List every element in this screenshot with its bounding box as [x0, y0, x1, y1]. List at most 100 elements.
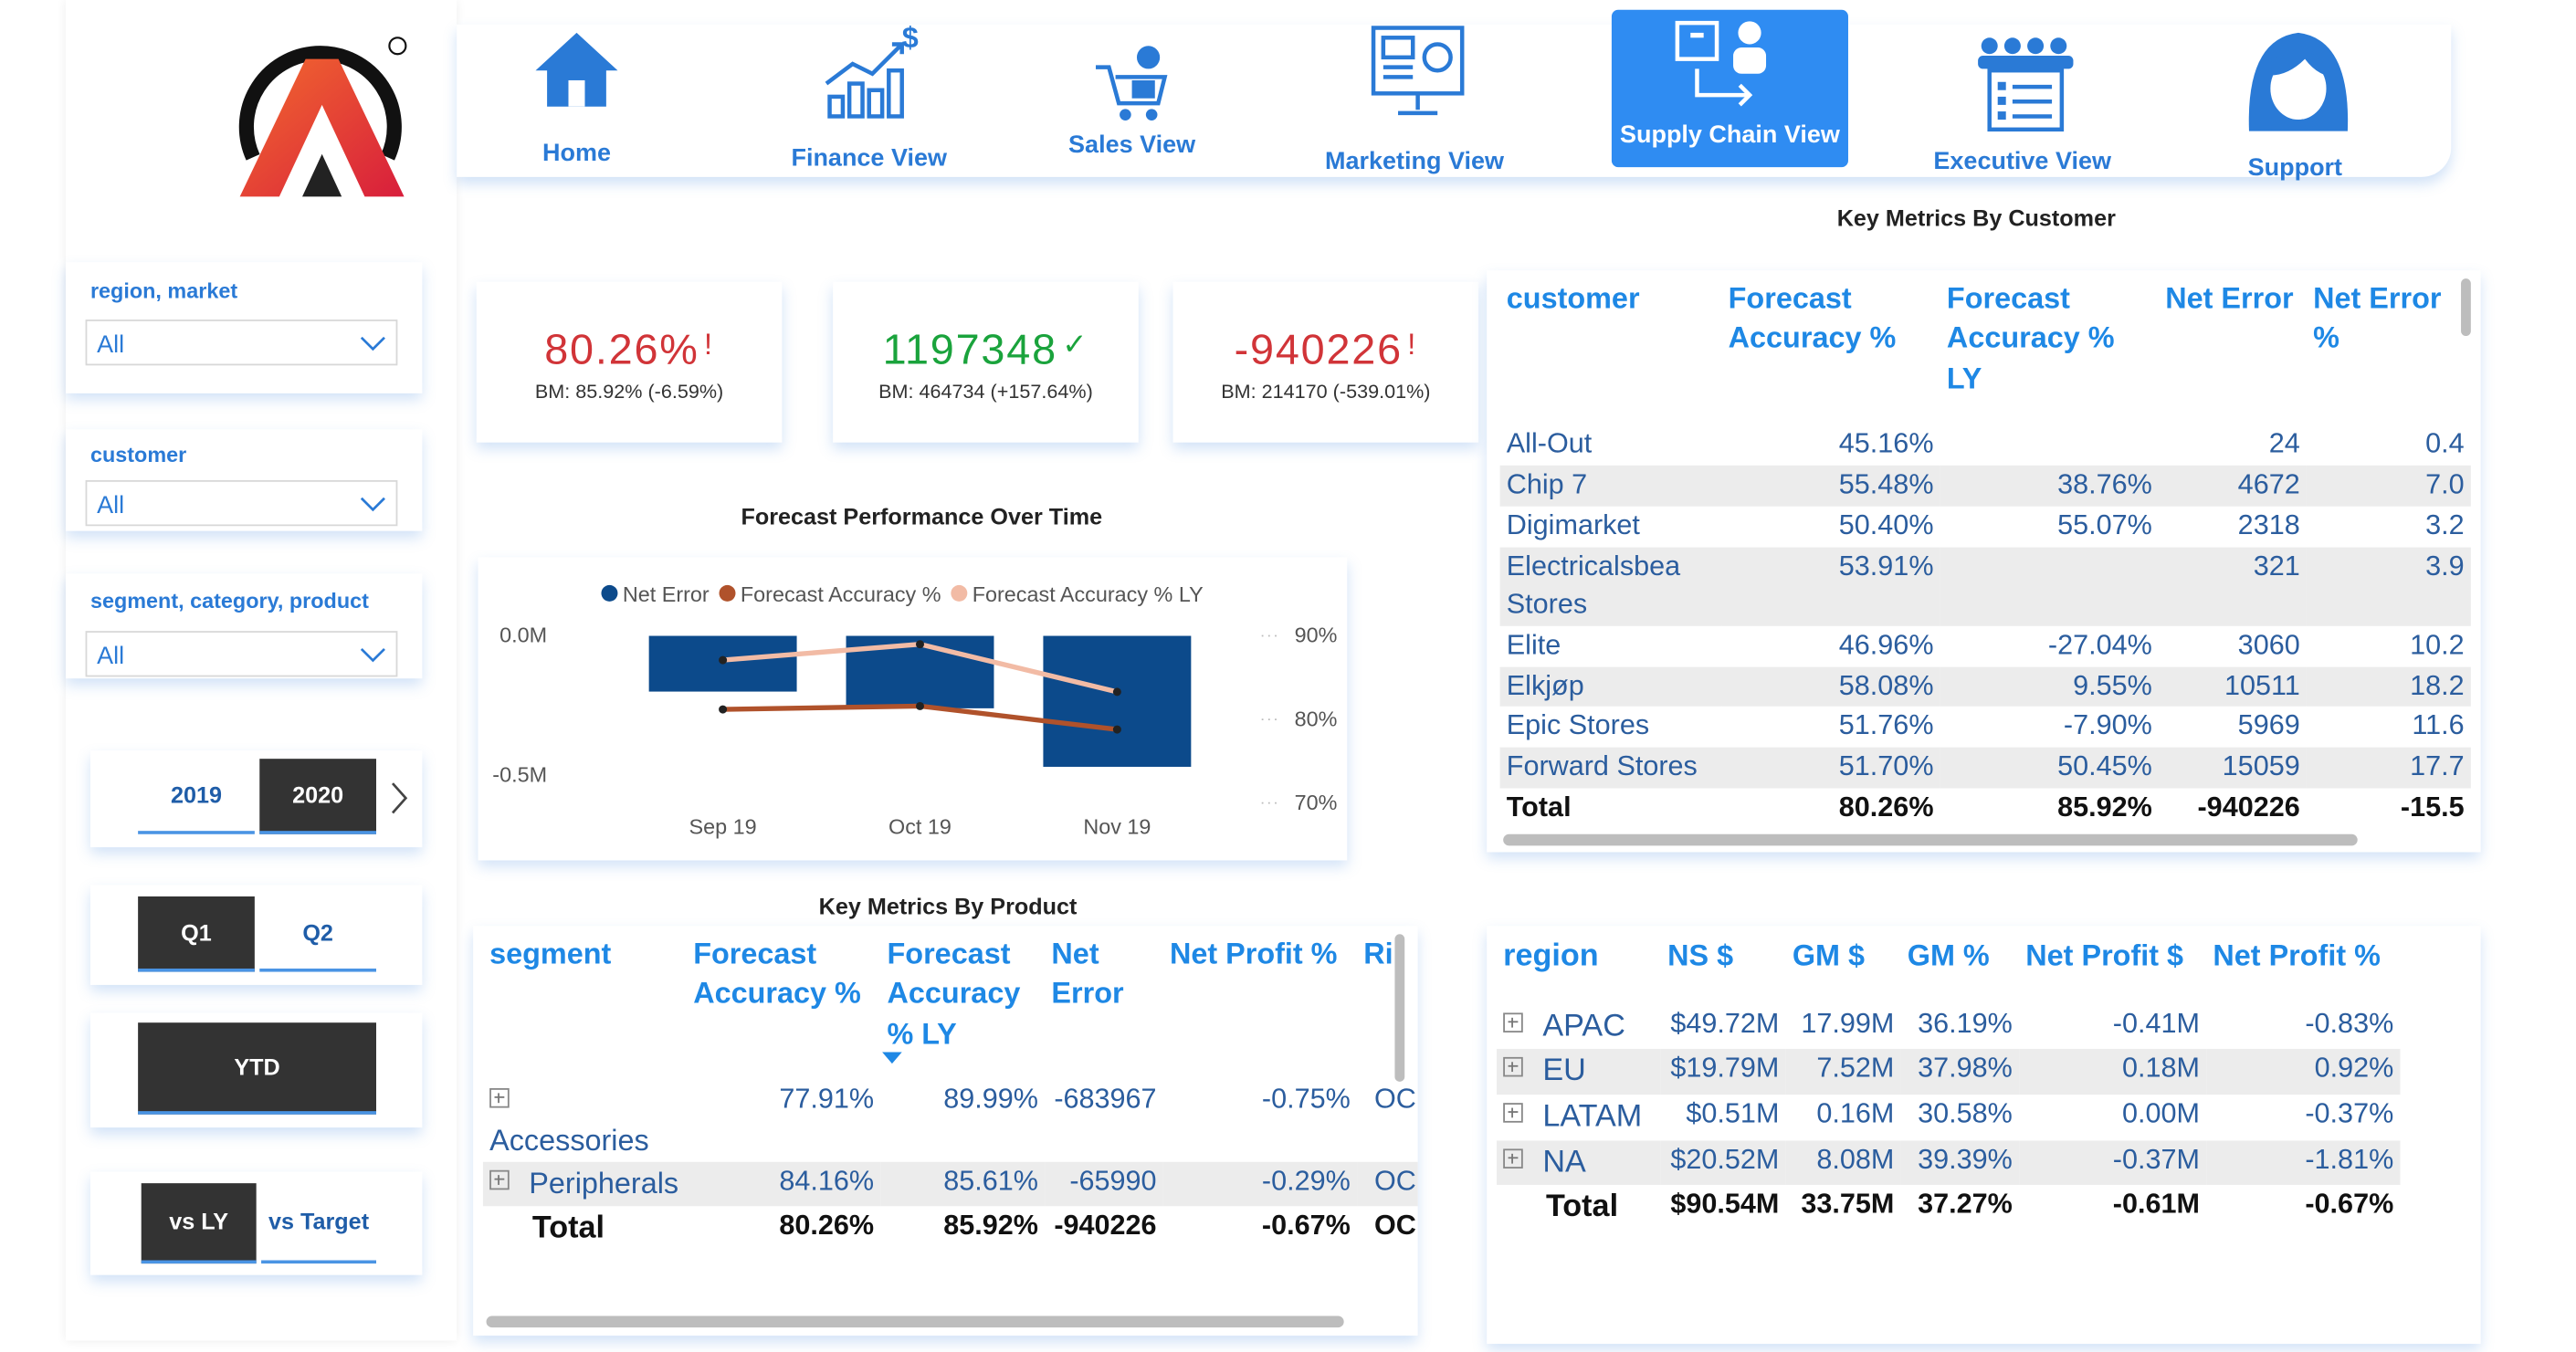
- cell-text: 53.91%: [1838, 550, 1934, 582]
- cell-text: 0.18M: [2121, 1053, 2200, 1085]
- kpi-number: -940226: [1234, 324, 1403, 374]
- column-header: customer: [1506, 281, 1640, 315]
- table-cell: 0.00M: [2019, 1095, 2206, 1140]
- slicer-button[interactable]: YTD: [138, 1022, 376, 1115]
- cell-text: 39.39%: [1918, 1143, 2013, 1175]
- column-header: NS $: [1667, 938, 1734, 972]
- column-header: Ri: [1363, 937, 1393, 970]
- nav-item[interactable]: Support: [2180, 25, 2410, 182]
- chevron: [360, 647, 385, 663]
- support-icon: [2248, 32, 2349, 131]
- dropdown[interactable]: All: [85, 320, 398, 366]
- nav-item[interactable]: Executive View: [1908, 25, 2138, 181]
- expand-icon[interactable]: [489, 1087, 510, 1108]
- table-row: Elite 46.96% -27.04% 3060 10.2: [1500, 625, 2471, 666]
- nav-item[interactable]: Marketing View: [1299, 25, 1530, 181]
- cell-text: LATAM: [1542, 1099, 1643, 1135]
- table-cell: 15059: [2159, 748, 2307, 790]
- dropdown[interactable]: All: [85, 631, 398, 677]
- column-header: Net Error: [1051, 937, 1124, 1011]
- table-cell: -0.67%: [1163, 1206, 1357, 1252]
- table-cell: All-Out: [1500, 424, 1722, 466]
- table-cell: 45.16%: [1721, 424, 1940, 466]
- cell-text: 38.76%: [2057, 468, 2152, 500]
- chart-card: [478, 557, 1348, 861]
- table-row: Epic Stores 51.76% -7.90% 5969 11.6: [1500, 707, 2471, 749]
- table-cell: Total: [1500, 789, 1722, 830]
- filter-card: region, market All: [65, 262, 423, 393]
- vertical-scrollbar: [2461, 278, 2471, 337]
- table-cell: -0.75%: [1163, 1080, 1357, 1163]
- expand-icon[interactable]: [1503, 1103, 1523, 1123]
- dropdown[interactable]: All: [85, 479, 398, 527]
- cell-text: 85.92%: [2057, 791, 2152, 823]
- cell-text: All-Out: [1506, 427, 1593, 459]
- kpi-value: 1197348 ✓: [833, 324, 1139, 375]
- header-row: segment Forecast Accuracy % Forecast Accur…: [483, 934, 1418, 1080]
- table-title: Key Metrics By Customer: [1836, 204, 2116, 232]
- slicer-button[interactable]: 2020: [259, 759, 376, 834]
- kpi-benchmark: BM: 214170 (-539.01%): [1221, 380, 1431, 404]
- cell-text: -7.90%: [2063, 710, 2152, 742]
- cell-text: $19.79M: [1670, 1053, 1780, 1085]
- nav-label: Finance View: [791, 143, 947, 173]
- table-cell: -15.5: [2307, 789, 2471, 830]
- table-cell: 85.92%: [1940, 789, 2159, 830]
- cell-text: APAC: [1542, 1009, 1625, 1043]
- cell-text: 89.99%: [943, 1083, 1039, 1115]
- filter-label: region, market: [89, 278, 238, 304]
- slicer-button[interactable]: vs Target: [261, 1183, 376, 1264]
- customer-table: customer Forecast Accuracy % Forecast Accu…: [1487, 270, 2481, 853]
- column-header: region: [1503, 938, 1599, 974]
- nav-item[interactable]: Home: [462, 25, 692, 181]
- cell-text: -0.37%: [2305, 1097, 2394, 1129]
- table-cell: 0.92%: [2206, 1049, 2401, 1095]
- slicer-button[interactable]: vs LY: [141, 1183, 257, 1264]
- kpi-indicator: !: [1407, 328, 1418, 361]
- quarter-slicer: Q1 Q2: [89, 885, 423, 985]
- slicer-button[interactable]: Q1: [138, 896, 255, 972]
- table-cell: 55.07%: [1940, 506, 2159, 547]
- cell-text: 50.45%: [2057, 750, 2152, 783]
- column-header: Net Profit %: [1169, 937, 1338, 970]
- cell-text: 0.92%: [2314, 1053, 2394, 1085]
- nav-label: Sales View: [1068, 131, 1196, 160]
- table-cell: 80.26%: [1721, 789, 1940, 830]
- cell-text: -0.41M: [2112, 1007, 2200, 1039]
- expand-icon[interactable]: [489, 1170, 510, 1191]
- nav-item[interactable]: Supply Chain View: [1611, 9, 1848, 168]
- cell-text: -15.5: [2400, 791, 2465, 823]
- column-header: Net Profit %: [2213, 938, 2381, 972]
- expand-icon[interactable]: [1503, 1148, 1523, 1169]
- nav-label: Home: [541, 139, 611, 168]
- table-cell: 38.76%: [1940, 465, 2160, 507]
- cell-text: Elite: [1506, 628, 1561, 660]
- table-cell: 50.45%: [1940, 748, 2160, 790]
- expand-icon[interactable]: [1503, 1011, 1523, 1032]
- next-arrow[interactable]: [389, 781, 409, 816]
- cell-text: Total: [531, 1211, 605, 1245]
- table-row: Forward Stores 51.70% 50.45% 15059 17.7: [1499, 748, 2471, 790]
- cell-text: -0.29%: [1261, 1166, 1351, 1198]
- slicer-button[interactable]: Q2: [259, 896, 376, 972]
- column-header: Net Error %: [2313, 281, 2442, 355]
- cell-text: 84.16%: [779, 1166, 875, 1198]
- sort-arrow: [882, 1052, 902, 1064]
- expand-icon[interactable]: [1503, 1057, 1523, 1077]
- table-cell: 11.6: [2307, 707, 2471, 749]
- table-cell: Peripherals: [482, 1162, 688, 1206]
- kpi-benchmark: BM: 464734 (+157.64%): [878, 380, 1093, 404]
- horizontal-scrollbar: [486, 1315, 1344, 1328]
- kpi-indicator: !: [704, 328, 714, 361]
- cell-text: $20.52M: [1670, 1143, 1780, 1175]
- nav-item[interactable]: Sales View: [1017, 25, 1247, 181]
- table-cell: 37.98%: [1900, 1049, 2020, 1095]
- cell-text: 55.07%: [2057, 508, 2152, 540]
- column-header: Net Profit $: [2025, 938, 2184, 972]
- table-cell: 33.75M: [1786, 1185, 1901, 1231]
- nav-item[interactable]: $ Finance View: [754, 25, 984, 181]
- dropdown-value: All: [97, 491, 125, 520]
- table-cell: 80.26%: [687, 1206, 880, 1252]
- slicer-button[interactable]: 2019: [138, 759, 255, 834]
- cell-text: 2318: [2237, 508, 2300, 540]
